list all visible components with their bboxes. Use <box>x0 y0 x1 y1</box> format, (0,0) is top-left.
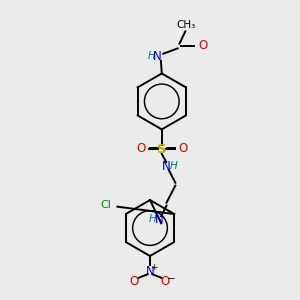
Text: N: N <box>161 160 170 173</box>
Text: N: N <box>146 265 154 278</box>
Text: H: H <box>170 161 177 171</box>
Text: CH₃: CH₃ <box>176 20 196 30</box>
Text: O: O <box>198 39 207 52</box>
Text: O: O <box>136 142 146 155</box>
Text: N: N <box>155 213 164 226</box>
Text: H: H <box>148 214 156 224</box>
Text: N: N <box>153 50 162 63</box>
Text: Cl: Cl <box>101 200 112 210</box>
Text: S: S <box>157 143 166 156</box>
Text: −: − <box>167 274 176 284</box>
Text: O: O <box>130 275 139 288</box>
Text: O: O <box>178 142 187 155</box>
Text: H: H <box>148 51 155 62</box>
Text: +: + <box>150 263 158 272</box>
Text: O: O <box>160 274 169 287</box>
